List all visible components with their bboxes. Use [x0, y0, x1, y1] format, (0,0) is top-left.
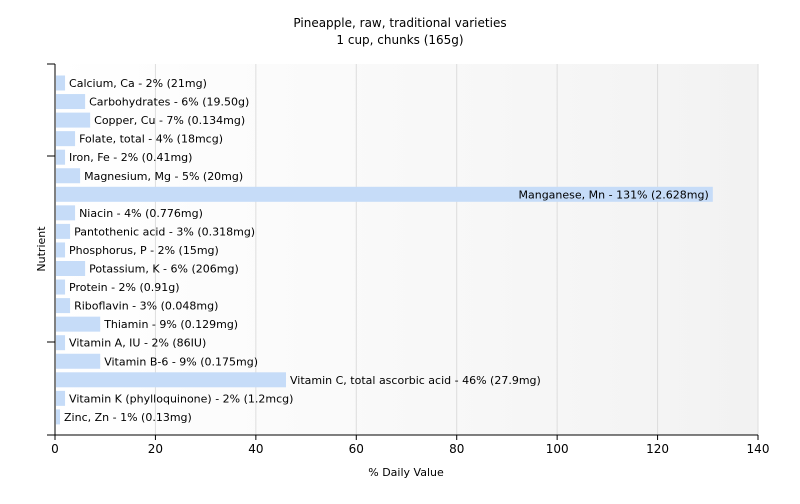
bar	[56, 353, 101, 369]
x-tick-label: 80	[449, 442, 464, 456]
bar-label: Vitamin C, total ascorbic acid - 46% (27…	[290, 374, 541, 387]
bar-label: Folate, total - 4% (18mcg)	[79, 133, 223, 146]
bar	[56, 112, 91, 128]
axes: 0 20 40 60 80 100 120 140	[47, 63, 770, 456]
bar-label: Magnesium, Mg - 5% (20mg)	[84, 170, 243, 183]
gridlines	[154, 64, 759, 435]
bar-label: Potassium, K - 6% (206mg)	[89, 263, 239, 276]
bar	[56, 316, 101, 332]
x-tick-label: 60	[349, 442, 364, 456]
bars: Calcium, Ca - 2% (21mg) Carbohydrates - 6…	[56, 75, 713, 425]
bar-label: Zinc, Zn - 1% (0.13mg)	[64, 411, 192, 424]
bar	[56, 372, 286, 388]
bar-label: Manganese, Mn - 131% (2.628mg)	[518, 188, 708, 201]
bar-label: Iron, Fe - 2% (0.41mg)	[69, 151, 192, 164]
bar	[56, 168, 81, 184]
x-axis-label: % Daily Value	[368, 466, 444, 479]
bar	[56, 261, 86, 276]
x-tick-label: 0	[51, 442, 59, 456]
bar-label: Vitamin B-6 - 9% (0.175mg)	[104, 355, 258, 368]
bar-label: Copper, Cu - 7% (0.134mg)	[94, 114, 245, 127]
x-tick-label: 100	[546, 442, 569, 456]
bar-label: Thiamin - 9% (0.129mg)	[103, 318, 238, 331]
bar	[56, 279, 66, 295]
bar-label: Niacin - 4% (0.776mg)	[79, 207, 203, 220]
chart-title: Pineapple, raw, traditional varieties	[293, 16, 506, 30]
bar	[56, 223, 71, 239]
bar	[56, 298, 71, 314]
chart-subtitle: 1 cup, chunks (165g)	[336, 33, 463, 47]
bar	[56, 186, 713, 202]
bar-label: Pantothenic acid - 3% (0.318mg)	[74, 225, 255, 238]
bar-label: Vitamin A, IU - 2% (86IU)	[69, 337, 206, 350]
x-tick-label: 140	[747, 442, 770, 456]
bar	[56, 131, 76, 147]
bar	[56, 335, 66, 351]
bar	[56, 242, 66, 258]
bar-label: Riboflavin - 3% (0.048mg)	[74, 300, 218, 313]
bar	[56, 94, 86, 110]
bar	[56, 205, 76, 221]
bar-label: Vitamin K (phylloquinone) - 2% (1.2mcg)	[69, 392, 293, 405]
bar-label: Carbohydrates - 6% (19.50g)	[89, 96, 249, 109]
x-tick-label: 40	[248, 442, 263, 456]
x-tick-label: 120	[646, 442, 669, 456]
bar	[56, 390, 66, 406]
bar	[56, 409, 61, 425]
y-axis-label: Nutrient	[35, 226, 48, 272]
bar-label: Protein - 2% (0.91g)	[69, 281, 180, 294]
bar-label: Calcium, Ca - 2% (21mg)	[69, 77, 207, 90]
x-tick-label: 20	[148, 442, 163, 456]
bar	[56, 75, 66, 91]
bar	[56, 149, 66, 165]
bar-label: Phosphorus, P - 2% (15mg)	[69, 244, 219, 257]
